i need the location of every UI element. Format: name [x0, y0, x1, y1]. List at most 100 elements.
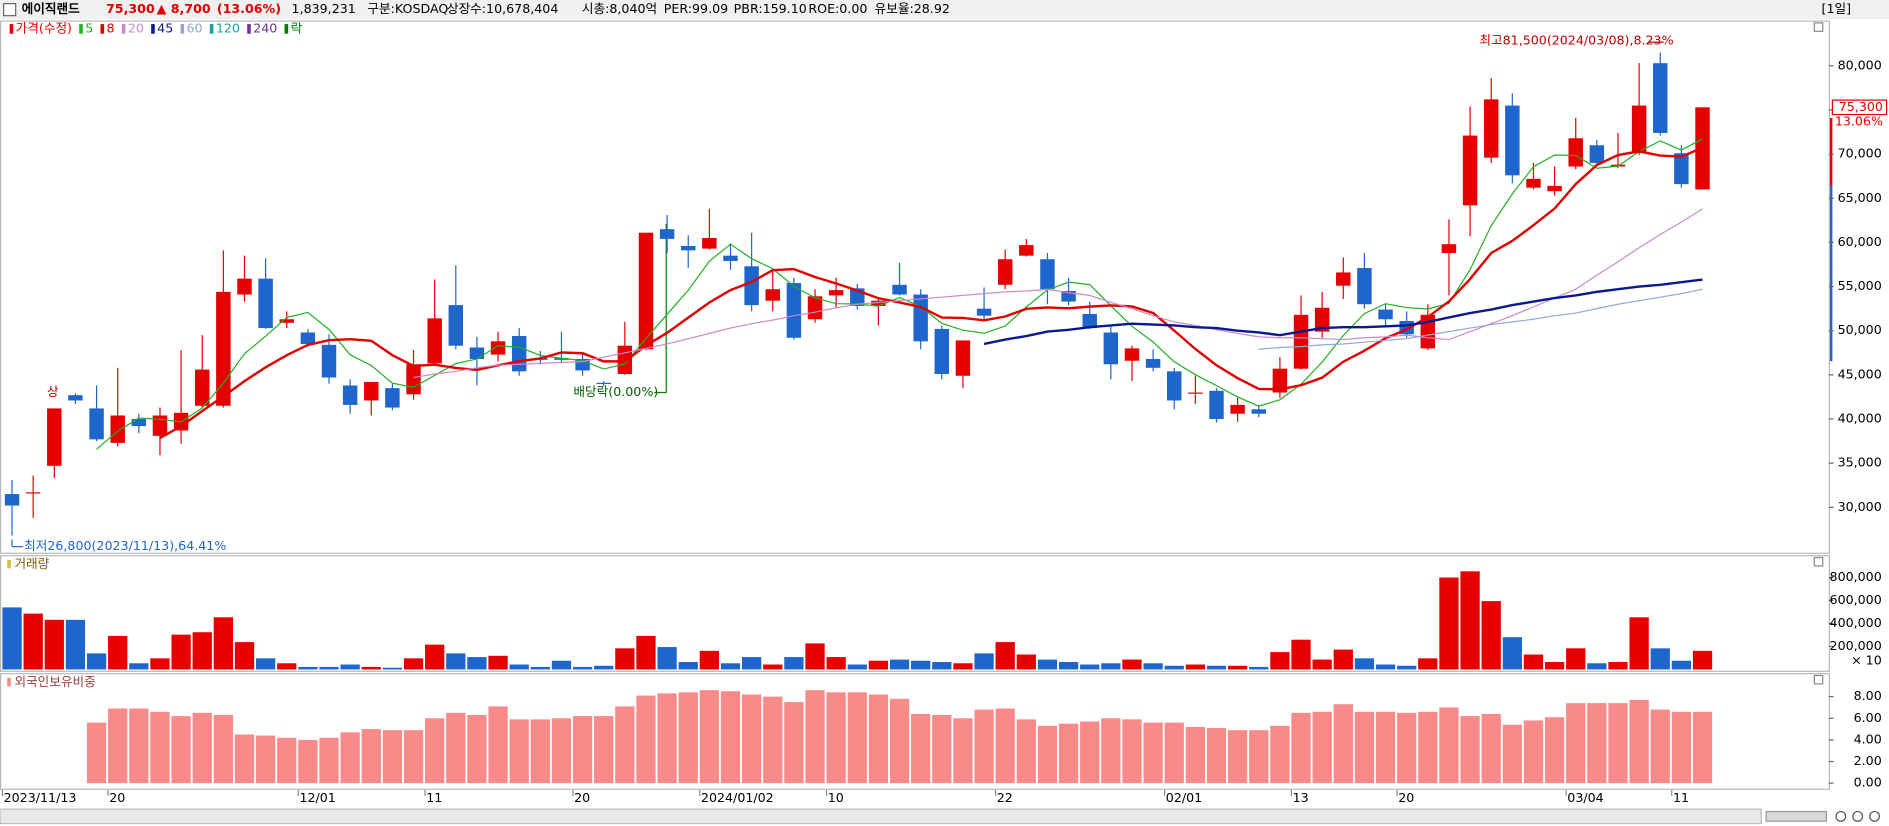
panel-button[interactable]: [1813, 674, 1824, 685]
volume-bar: [1270, 652, 1290, 670]
volume-bar: [23, 613, 43, 670]
candle-body: [1040, 259, 1055, 290]
bar: [1502, 724, 1522, 784]
volume-bar: [1249, 666, 1269, 670]
x-tick-label: 10: [828, 790, 844, 805]
bar: [678, 692, 698, 784]
ma-line: [1258, 288, 1703, 350]
volume-bar: [1227, 665, 1248, 670]
volume-bar: [65, 619, 86, 670]
zoom-reset[interactable]: [1869, 810, 1880, 822]
candle-body: [364, 381, 379, 401]
volume-bar: [1333, 649, 1353, 670]
x-tick-label: 2024/01/02: [701, 790, 774, 805]
scrollbar[interactable]: [0, 808, 1762, 825]
candle-body: [723, 255, 738, 261]
legend-label: 20: [128, 20, 144, 35]
volume-bar: [1143, 663, 1163, 670]
candle-body: [68, 395, 83, 401]
candle-body: [575, 358, 590, 371]
bar: [720, 691, 741, 784]
zoom-out[interactable]: [1835, 810, 1847, 822]
legend-swatch: [180, 24, 185, 34]
bar: [932, 715, 952, 784]
bar: [277, 737, 297, 784]
candle-body: [913, 294, 928, 342]
volume-bar: [636, 635, 656, 670]
candle-body: [258, 278, 273, 329]
legend-swatch: [9, 24, 14, 34]
candle-body: [807, 296, 823, 320]
x-tick-label: 11: [1673, 790, 1689, 805]
candle-body: [1336, 272, 1351, 286]
bar: [150, 711, 170, 784]
legend-swatch: [79, 24, 83, 34]
market: 구분:KOSDAQ: [367, 1, 448, 16]
volume-bar: [784, 657, 804, 670]
panel-button[interactable]: [1813, 556, 1824, 567]
candle-body: [765, 289, 780, 301]
candle-body: [1082, 313, 1097, 329]
bar: [192, 712, 212, 784]
candle-body: [427, 318, 442, 364]
y-tick-label: 8.00: [1854, 688, 1882, 703]
bar: [171, 716, 191, 784]
volume-bar: [403, 658, 424, 670]
bar: [1270, 725, 1290, 784]
bar: [255, 735, 276, 784]
volume-bar: [1375, 664, 1396, 670]
market-cap: 시총:8,040억: [582, 1, 657, 16]
x-tick-label: 20: [109, 790, 125, 805]
bar: [1080, 721, 1100, 784]
volume-panel: [0, 555, 1830, 672]
candle-body: [342, 385, 358, 405]
scroll-range[interactable]: [1765, 810, 1827, 822]
candle-body: [1462, 135, 1478, 206]
volume-bar: [361, 666, 381, 670]
volume-bar: [1312, 659, 1332, 670]
bar: [361, 729, 381, 784]
volume-bar: [1037, 659, 1058, 670]
bar: [551, 718, 572, 784]
volume-bar: [1692, 650, 1713, 670]
volume-bar: [1291, 639, 1311, 670]
volume-bar: [509, 664, 529, 670]
bar: [1692, 711, 1713, 784]
volume-bar: [1418, 658, 1438, 670]
price-tag-label: 75,300: [1839, 99, 1883, 114]
bar: [1016, 719, 1036, 784]
volume-icon: [7, 559, 11, 569]
range-bar-up: [1829, 118, 1833, 186]
volume-bar: [1650, 648, 1670, 670]
bar: [1375, 711, 1396, 784]
panel-button[interactable]: [1813, 22, 1824, 32]
bar: [1418, 711, 1438, 784]
change: ▲ 8,700: [157, 1, 211, 16]
candle-body: [702, 238, 717, 249]
volume-bar: [889, 659, 910, 670]
bar: [1185, 726, 1206, 784]
bar: [1566, 703, 1586, 784]
bar: [741, 694, 762, 784]
y-tick-label: 2.00: [1854, 753, 1882, 768]
dividend-annotation: 배당락(0.00%): [573, 384, 658, 399]
checkbox[interactable]: [3, 3, 17, 17]
period[interactable]: [1일]: [1822, 1, 1852, 16]
candle-body: [25, 492, 41, 494]
candle-body: [4, 494, 20, 506]
bar: [340, 732, 360, 784]
bar: [319, 737, 339, 784]
volume-bar: [1566, 648, 1586, 670]
candle-body: [1019, 245, 1034, 256]
y-tick-label: 65,000: [1838, 190, 1882, 205]
candle-body: [490, 341, 506, 355]
candle-body: [1589, 145, 1605, 163]
dividend-marker: [654, 223, 667, 394]
candle-body: [47, 408, 62, 466]
legend-label: 45: [157, 20, 173, 35]
candle-body: [1674, 153, 1689, 185]
volume-bar: [763, 664, 783, 670]
zoom-in[interactable]: [1852, 810, 1864, 822]
candle-body: [1272, 368, 1288, 393]
